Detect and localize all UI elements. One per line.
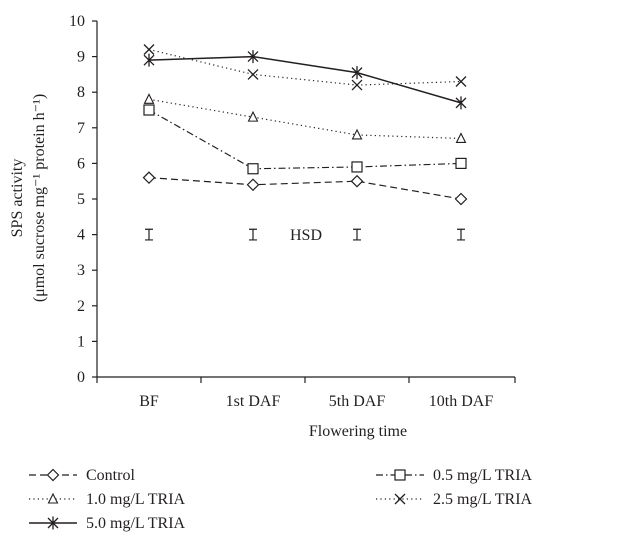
x-tick-label: 5th DAF	[329, 393, 386, 410]
hsd-bar	[457, 228, 465, 241]
legend-label-control: Control	[86, 467, 135, 484]
legend-marker-1-0-mg-l-tria	[47, 492, 59, 504]
legend-label-2-5-mg-l-tria: 2.5 mg/L TRIA	[433, 491, 533, 508]
series-line-0-5-mg-l-tria	[148, 109, 462, 170]
data-point-1-0-mg-l-tria	[455, 132, 467, 144]
legend-label-5-0-mg-l-tria: 5.0 mg/L TRIA	[86, 515, 186, 532]
hsd-bar	[145, 228, 153, 241]
data-point-0-5-mg-l-tria	[455, 157, 467, 169]
y-tick-label: 7	[77, 120, 85, 137]
legend-marker-0-5-mg-l-tria	[394, 469, 406, 481]
y-tick-label: 10	[69, 13, 85, 30]
legend-label-1-0-mg-l-tria: 1.0 mg/L TRIA	[86, 491, 186, 508]
y-tick-label: 2	[77, 298, 85, 315]
data-point-5-0-mg-l-tria	[143, 53, 155, 67]
data-point-0-5-mg-l-tria	[143, 104, 155, 116]
data-point-2-5-mg-l-tria	[247, 68, 259, 80]
y-tick-label: 0	[77, 369, 85, 386]
series-line-control	[148, 177, 462, 200]
series-lines	[142, 44, 468, 206]
y-tick-label: 8	[77, 84, 85, 101]
series-line-2-5-mg-l-tria	[148, 48, 462, 86]
data-point-control	[454, 192, 468, 206]
y-tick-label: 3	[77, 262, 85, 279]
x-tick-label: BF	[139, 393, 159, 410]
y-tick-label: 5	[77, 191, 85, 208]
data-point-control	[246, 178, 260, 192]
x-axis-categories: BF 1st DAF 5th DAF 10th DAF	[96, 377, 516, 410]
hsd-label: HSD	[290, 227, 322, 244]
data-point-1-0-mg-l-tria	[351, 128, 363, 140]
y-tick-label: 1	[77, 333, 85, 350]
data-point-1-0-mg-l-tria	[247, 110, 259, 122]
x-tick-label: 1st DAF	[226, 393, 281, 410]
legend: Control 0.5 mg/L TRIA 1.0 mg/L TRIA 2.5 mg/…	[29, 467, 533, 532]
data-point-0-5-mg-l-tria	[351, 161, 363, 173]
hsd-bar	[249, 228, 257, 241]
data-point-control	[350, 174, 364, 188]
data-point-5-0-mg-l-tria	[247, 50, 259, 64]
hsd-bars	[145, 228, 465, 241]
y-tick-label: 9	[77, 49, 85, 66]
series-line-1-0-mg-l-tria	[148, 98, 462, 140]
legend-marker-2-5-mg-l-tria	[394, 493, 406, 505]
data-point-2-5-mg-l-tria	[351, 79, 363, 91]
axes	[96, 21, 515, 378]
series-line-5-0-mg-l-tria	[148, 55, 462, 104]
x-tick-label: 10th DAF	[429, 393, 494, 410]
legend-label-0-5-mg-l-tria: 0.5 mg/L TRIA	[433, 467, 533, 484]
data-point-control	[142, 171, 156, 184]
data-point-2-5-mg-l-tria	[455, 76, 467, 87]
x-axis-label: Flowering time	[309, 423, 407, 440]
data-point-5-0-mg-l-tria	[351, 66, 363, 80]
data-point-2-5-mg-l-tria	[143, 44, 155, 55]
legend-marker-control	[46, 468, 60, 482]
y-tick-label: 6	[77, 155, 85, 172]
data-point-0-5-mg-l-tria	[247, 163, 259, 175]
data-point-5-0-mg-l-tria	[455, 96, 467, 110]
y-axis-label-line2: (μmol sucrose mg⁻¹ protein h⁻¹)	[31, 94, 48, 302]
y-axis-label-line1: SPS activity	[9, 159, 26, 238]
data-point-1-0-mg-l-tria	[143, 93, 155, 104]
legend-marker-5-0-mg-l-tria	[47, 516, 59, 530]
y-axis-ticks: 0 1 2 3 4 5 6 7 8 9 10	[69, 13, 97, 386]
hsd-bar	[353, 228, 361, 241]
y-tick-label: 4	[77, 227, 85, 244]
